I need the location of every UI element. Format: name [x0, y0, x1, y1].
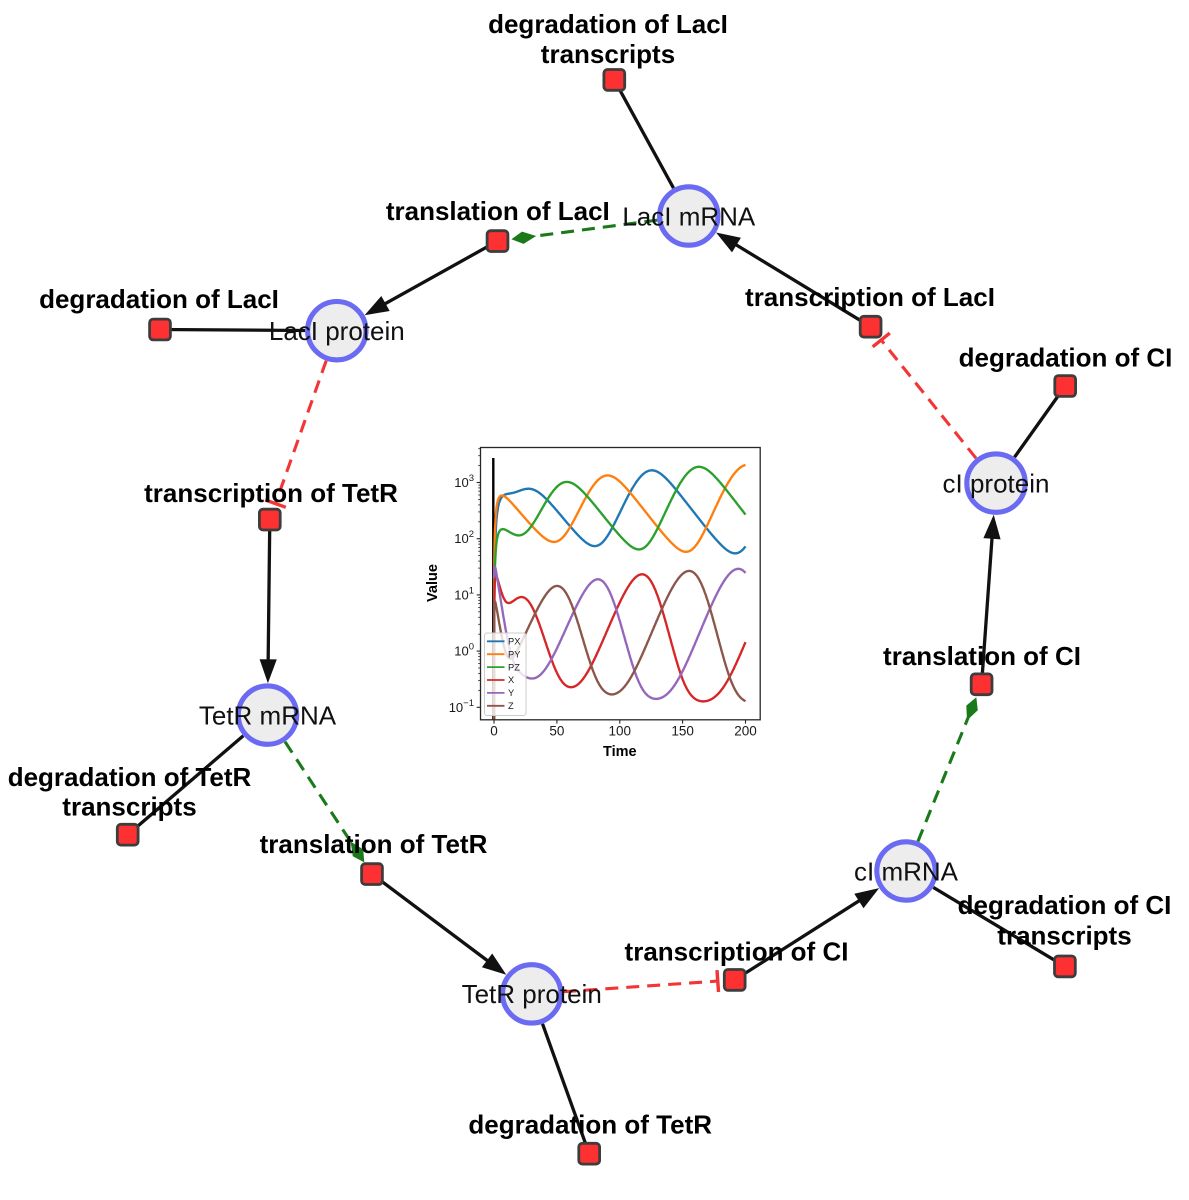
- svg-text:Y: Y: [508, 688, 514, 698]
- svg-text:degradation of LacI: degradation of LacI: [488, 9, 728, 39]
- svg-text:transcription of CI: transcription of CI: [625, 936, 849, 966]
- svg-text:X: X: [508, 675, 514, 685]
- svg-text:100: 100: [609, 724, 632, 739]
- svg-text:transcripts: transcripts: [997, 921, 1131, 951]
- svg-text:LacI mRNA: LacI mRNA: [622, 201, 756, 231]
- svg-text:50: 50: [549, 724, 564, 739]
- svg-text:transcription of LacI: transcription of LacI: [745, 282, 995, 312]
- svg-text:Value: Value: [425, 564, 441, 602]
- svg-text:PY: PY: [508, 649, 520, 659]
- svg-text:transcripts: transcripts: [62, 792, 196, 822]
- svg-text:200: 200: [734, 724, 757, 739]
- svg-text:degradation of CI: degradation of CI: [959, 343, 1173, 373]
- svg-text:Time: Time: [603, 744, 637, 760]
- svg-text:cI mRNA: cI mRNA: [854, 856, 959, 886]
- svg-text:translation of CI: translation of CI: [883, 641, 1081, 671]
- svg-text:PZ: PZ: [508, 662, 520, 672]
- svg-text:0: 0: [490, 724, 498, 739]
- svg-text:transcription of TetR: transcription of TetR: [144, 478, 398, 508]
- svg-text:degradation of TetR: degradation of TetR: [8, 762, 252, 792]
- svg-text:translation of TetR: translation of TetR: [260, 829, 488, 859]
- svg-text:TetR protein: TetR protein: [462, 979, 602, 1009]
- svg-text:degradation of TetR: degradation of TetR: [468, 1110, 712, 1140]
- svg-text:translation of LacI: translation of LacI: [386, 196, 610, 226]
- svg-text:transcripts: transcripts: [541, 39, 675, 69]
- svg-text:TetR mRNA: TetR mRNA: [199, 700, 337, 730]
- svg-text:PX: PX: [508, 637, 520, 647]
- svg-text:LacI protein: LacI protein: [269, 316, 405, 346]
- svg-text:Z: Z: [508, 701, 514, 711]
- svg-text:cI protein: cI protein: [943, 468, 1050, 498]
- svg-text:degradation of LacI: degradation of LacI: [39, 284, 279, 314]
- svg-text:degradation of CI: degradation of CI: [958, 890, 1172, 920]
- svg-text:150: 150: [671, 724, 694, 739]
